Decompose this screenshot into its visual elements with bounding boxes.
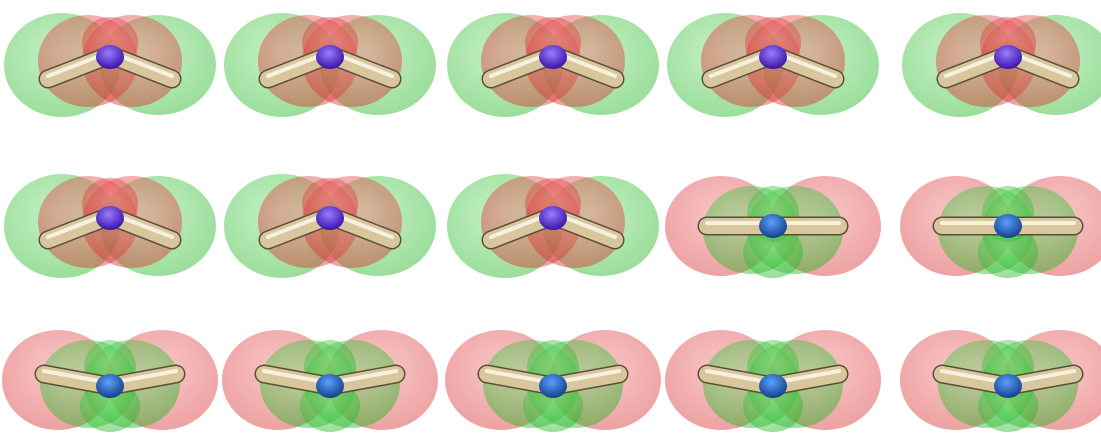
atom	[316, 374, 344, 398]
atom	[316, 206, 344, 230]
atom	[994, 214, 1022, 238]
orbital-lobe	[300, 380, 360, 432]
molecule	[902, 13, 1101, 117]
atom	[759, 374, 787, 398]
molecule	[224, 174, 436, 278]
atom	[96, 374, 124, 398]
molecule	[447, 174, 659, 278]
molecule	[224, 13, 436, 117]
molecule	[4, 13, 216, 117]
molecule	[900, 176, 1101, 278]
orbital-lobe	[743, 380, 803, 432]
atom	[96, 206, 124, 230]
orbital-lobe	[743, 226, 803, 278]
molecule	[222, 330, 438, 432]
atom	[96, 45, 124, 69]
molecule	[447, 13, 659, 117]
atom	[759, 214, 787, 238]
molecule	[900, 330, 1101, 432]
atom	[994, 45, 1022, 69]
orbital-lobe	[978, 380, 1038, 432]
atom	[539, 45, 567, 69]
molecule	[665, 176, 881, 278]
molecule	[2, 330, 218, 432]
orbital-lobe	[80, 380, 140, 432]
atom	[994, 374, 1022, 398]
atom	[539, 206, 567, 230]
orbital-lobe	[978, 226, 1038, 278]
molecule	[445, 330, 661, 432]
molecule	[665, 330, 881, 432]
atom	[539, 374, 567, 398]
atom	[316, 45, 344, 69]
atom	[759, 45, 787, 69]
molecule	[4, 174, 216, 278]
molecule	[667, 13, 879, 117]
orbital-lobe	[523, 380, 583, 432]
